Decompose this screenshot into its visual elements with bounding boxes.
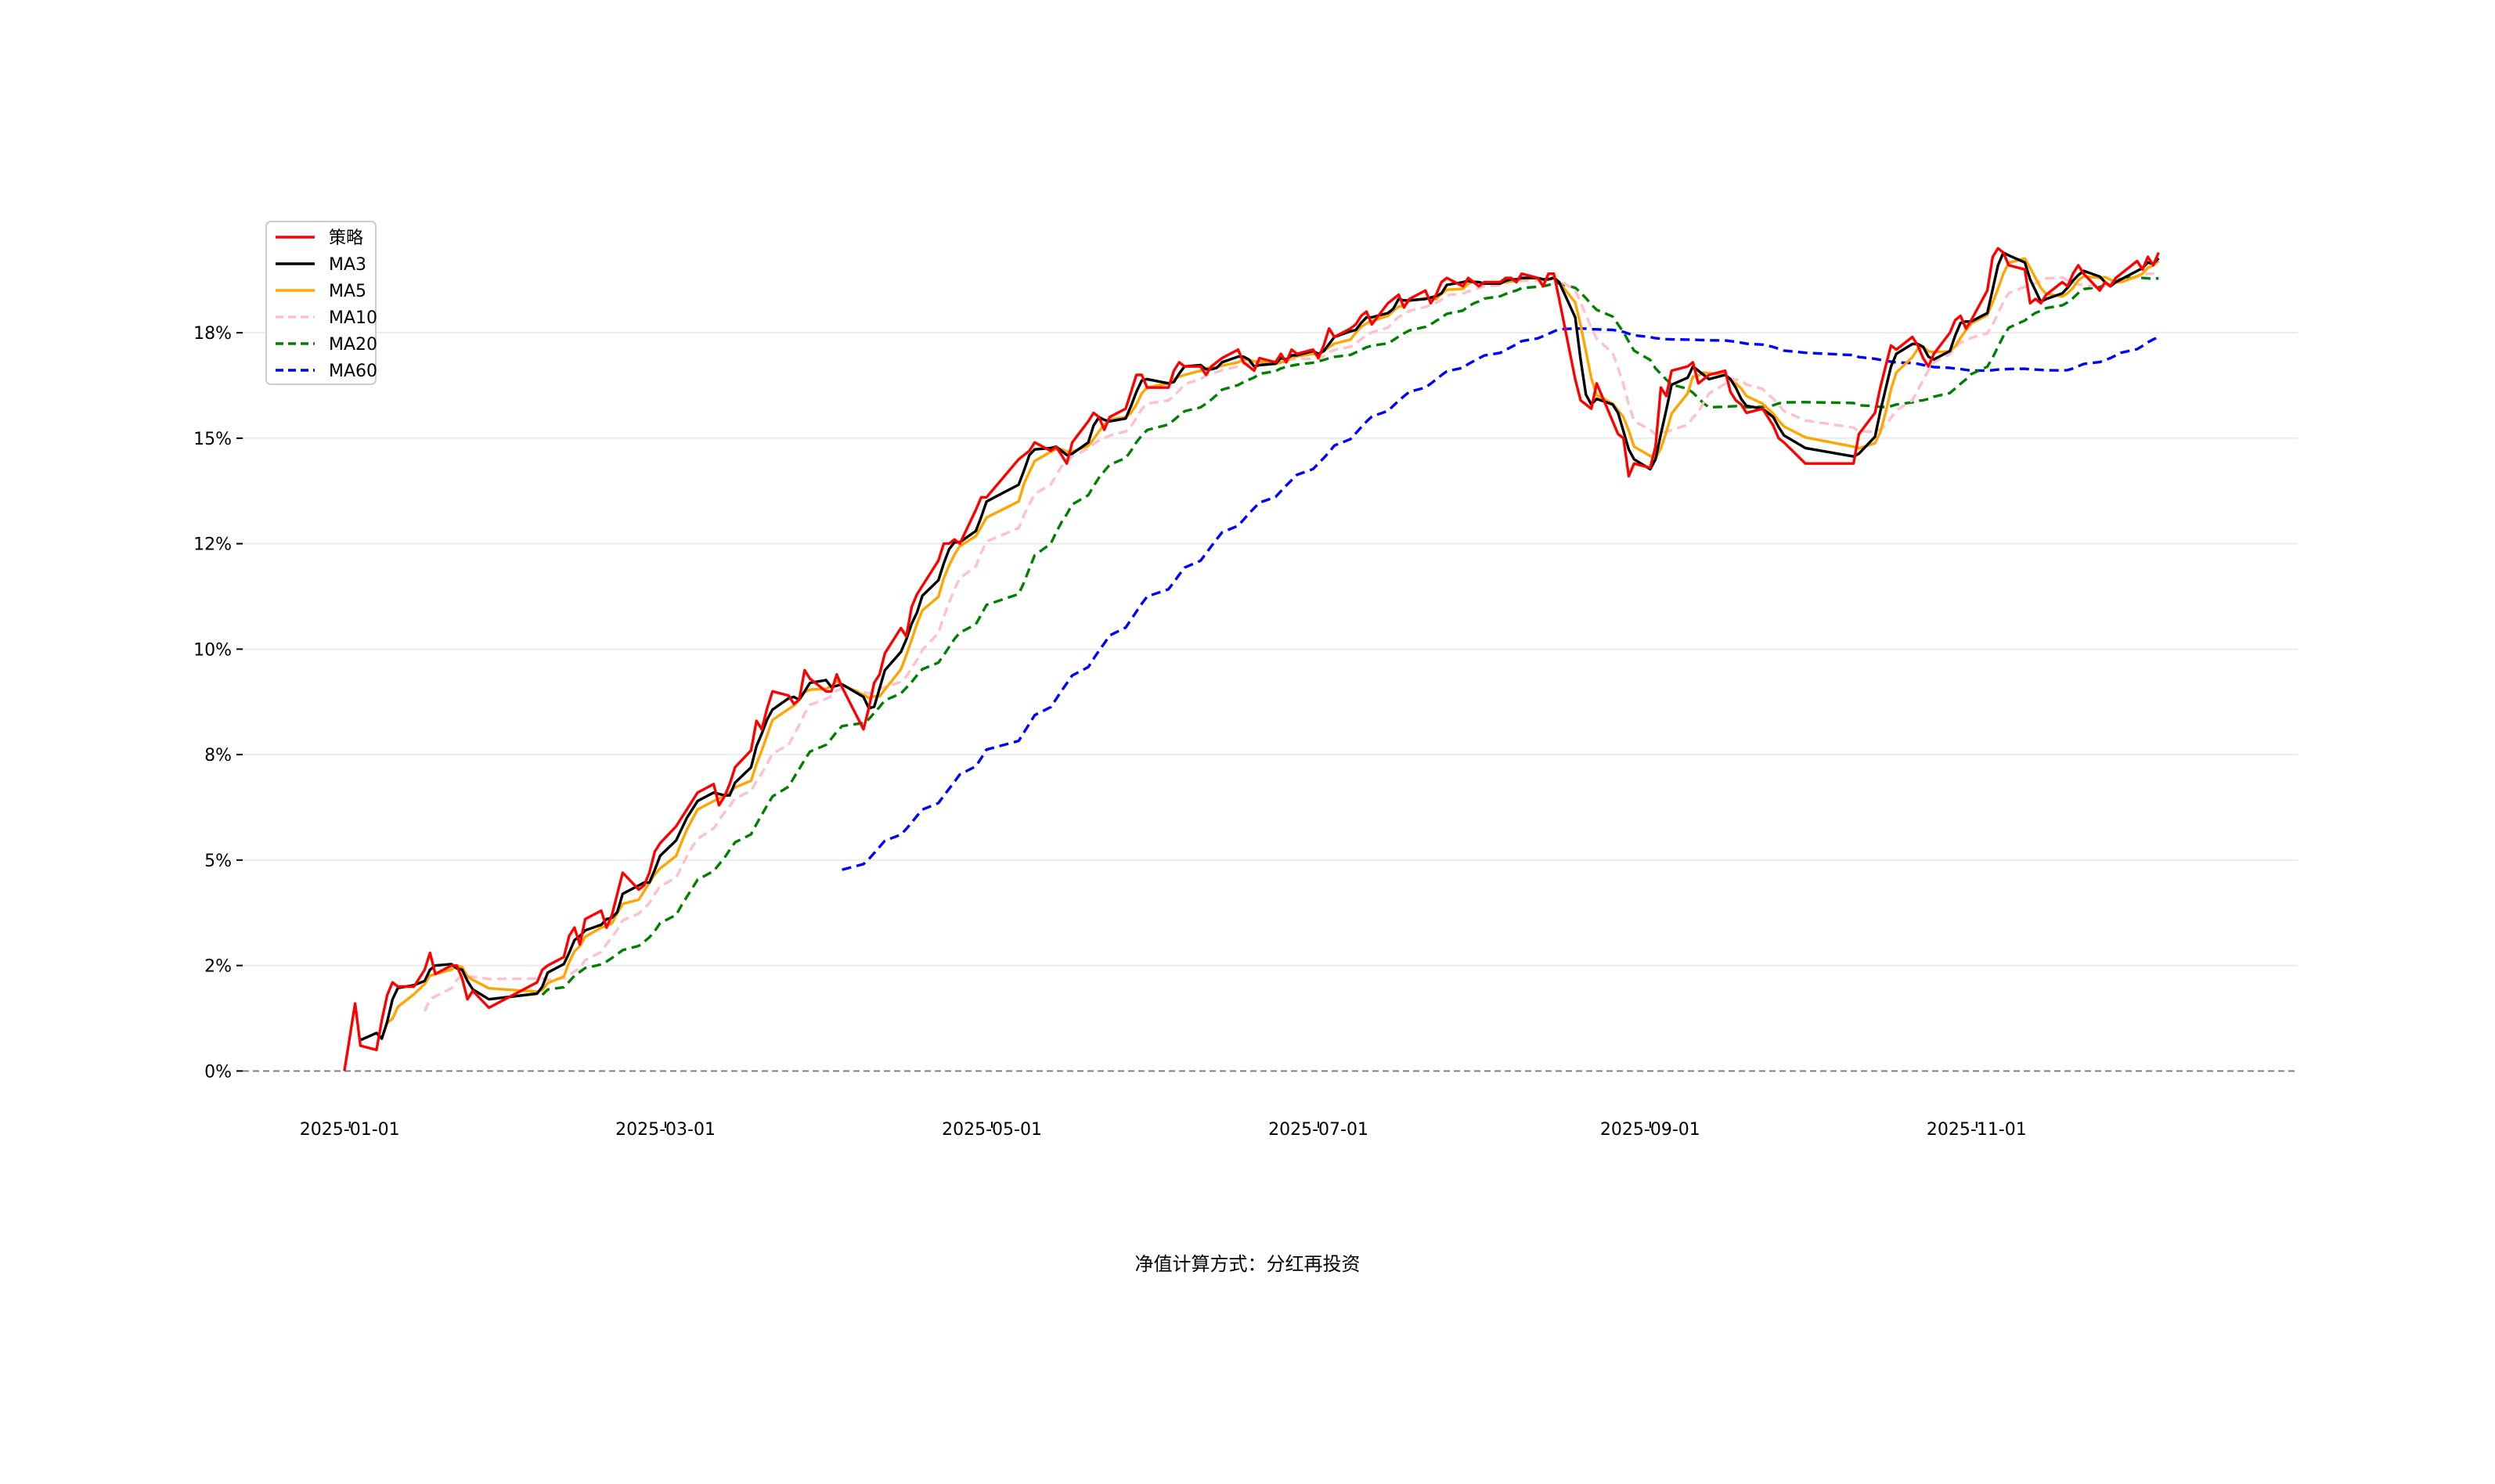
y-tick-label: 12% xyxy=(193,535,232,555)
x-tick-label: 2025-07-01 xyxy=(1268,1120,1368,1140)
gridlines xyxy=(243,332,2298,967)
y-tick-label: 18% xyxy=(193,324,232,344)
series-line-MA10 xyxy=(423,270,2159,1012)
series-line-MA5 xyxy=(380,257,2160,1039)
x-tick-label: 2025-09-01 xyxy=(1600,1120,1700,1140)
y-tick-label: 15% xyxy=(193,430,232,449)
y-tick-label: 2% xyxy=(204,957,232,977)
x-tick-label: 2025-11-01 xyxy=(1927,1120,2027,1140)
x-axis-ticks: 2025-01-01 2025-03-01 2025-05-01 2025-07-01… xyxy=(300,1120,2027,1140)
y-axis-ticks: 0% 2% 5% 8% 10% 12% 15% 18% xyxy=(193,324,243,1082)
legend-label: MA3 xyxy=(329,255,366,275)
series-line-MA20 xyxy=(541,276,2159,996)
legend-label: MA10 xyxy=(329,308,377,328)
x-tick-label: 2025-01-01 xyxy=(300,1120,400,1140)
legend-label: MA60 xyxy=(329,362,377,381)
legend: 策略 MA3 MA5 MA10 MA20 MA60 xyxy=(265,221,377,385)
y-tick-label: 8% xyxy=(204,746,232,765)
series-line-MA3 xyxy=(359,251,2160,1042)
legend-label: 策略 xyxy=(329,229,363,248)
legend-items: 策略 MA3 MA5 MA10 MA20 MA60 xyxy=(276,229,377,381)
y-tick-label: 0% xyxy=(204,1062,232,1082)
y-tick-label: 5% xyxy=(204,852,232,871)
series-line-MA60 xyxy=(842,327,2159,871)
x-tick-label: 2025-05-01 xyxy=(942,1120,1042,1140)
y-tick-label: 10% xyxy=(193,640,232,660)
footer-note: 净值计算方式：分红再投资 xyxy=(1134,1253,1361,1275)
legend-label: MA5 xyxy=(329,282,366,301)
legend-label: MA20 xyxy=(329,335,377,355)
x-tick-label: 2025-03-01 xyxy=(615,1120,716,1140)
series-line-策略 xyxy=(343,247,2160,1072)
series-lines xyxy=(343,247,2160,1072)
